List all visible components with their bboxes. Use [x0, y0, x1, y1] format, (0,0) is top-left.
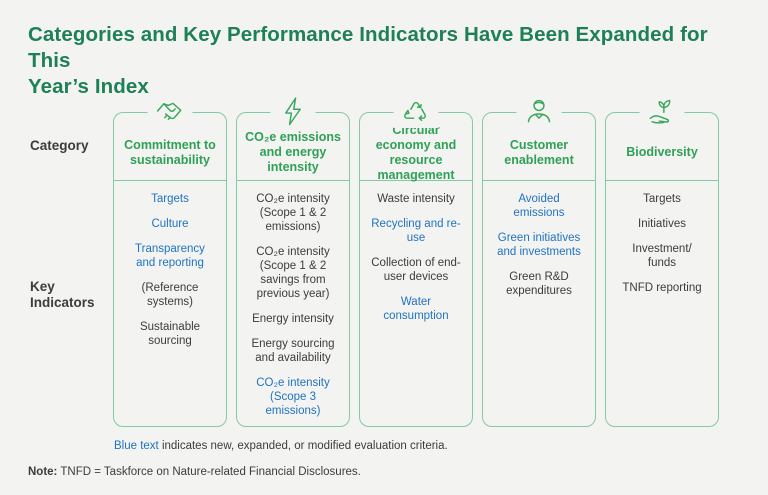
indicator: Collection of end-user devices	[371, 257, 461, 283]
indicator: CO₂e intensity (Scope 1 & 2 emissions)	[256, 193, 330, 233]
category-columns: Commitment to sustainability Targets Cul…	[113, 95, 719, 427]
category-name: Commitment to sustainability	[124, 137, 216, 167]
indicator: Energy sourcing and availability	[251, 338, 335, 364]
person-icon	[516, 95, 562, 128]
indicator: Targets	[643, 193, 681, 205]
column-customer-enablement: Customer enablement Avoided emissions Gr…	[482, 95, 596, 427]
recycle-icon	[393, 95, 439, 128]
category-header: Commitment to sustainability	[114, 113, 226, 181]
indicator: TNFD reporting	[622, 282, 702, 294]
indicator: Recycling and re-use	[371, 218, 461, 244]
handshake-icon	[147, 95, 193, 128]
category-header: Biodiversity	[606, 113, 718, 181]
row-label-category: Category	[30, 138, 89, 153]
category-name: Circular economy and resource management	[375, 122, 457, 182]
category-name: CO₂e emissions and energy intensity	[245, 130, 341, 174]
indicator: Energy intensity	[252, 313, 334, 325]
indicator: Green R&D expenditures	[506, 271, 572, 297]
indicator: Transparency and reporting	[135, 243, 205, 269]
indicator: Investment/ funds	[632, 243, 692, 269]
indicator: Sustainable sourcing	[139, 321, 201, 347]
page-title-line1: Categories and Key Performance Indicator…	[28, 23, 708, 72]
page-title-line2: Year’s Index	[28, 75, 149, 98]
hand-plant-icon	[639, 95, 685, 128]
footnote: Note: TNFD = Taskforce on Nature-related…	[28, 466, 361, 478]
lightning-icon	[270, 95, 316, 128]
indicator: CO₂e intensity (Scope 1 & 2 savings from…	[256, 246, 330, 300]
category-name: Customer enablement	[504, 137, 574, 167]
indicator-list: Targets Initiatives Investment/ funds TN…	[606, 181, 718, 295]
column-circular-economy-resource-management: Circular economy and resource management…	[359, 95, 473, 427]
row-label-key-indicators: Key Indicators	[30, 279, 95, 310]
legend: Blue text indicates new, expanded, or mo…	[114, 440, 448, 452]
indicator: Targets	[151, 193, 189, 205]
indicator-list: Waste intensity Recycling and re-use Col…	[360, 181, 472, 323]
indicator: Green initiatives and investments	[497, 232, 581, 258]
legend-text: indicates new, expanded, or modified eva…	[158, 440, 448, 452]
indicator: CO₂e intensity (Scope 3 emissions)	[256, 377, 330, 417]
indicator-list: Targets Culture Transparency and reporti…	[114, 181, 226, 348]
indicator: Water consumption	[383, 296, 449, 322]
indicator: Avoided emissions	[513, 193, 565, 219]
category-header: CO₂e emissions and energy intensity	[237, 113, 349, 181]
indicator-list: CO₂e intensity (Scope 1 & 2 emissions) C…	[237, 181, 349, 418]
indicator: Initiatives	[638, 218, 686, 230]
indicator: Culture	[151, 218, 189, 230]
category-name: Biodiversity	[626, 145, 698, 159]
legend-highlight: Blue text	[114, 440, 159, 452]
footnote-label: Note:	[28, 466, 58, 478]
category-header: Customer enablement	[483, 113, 595, 181]
indicator-list: Avoided emissions Green initiatives and …	[483, 181, 595, 298]
column-co2e-emissions-energy-intensity: CO₂e emissions and energy intensity CO₂e…	[236, 95, 350, 427]
indicator: (Reference systems)	[141, 282, 199, 308]
footnote-text: TNFD = Taskforce on Nature-related Finan…	[57, 466, 361, 478]
column-biodiversity: Biodiversity Targets Initiatives Investm…	[605, 95, 719, 427]
page-title: Categories and Key Performance Indicator…	[28, 22, 740, 100]
indicator: Waste intensity	[377, 193, 455, 205]
column-commitment-to-sustainability: Commitment to sustainability Targets Cul…	[113, 95, 227, 427]
